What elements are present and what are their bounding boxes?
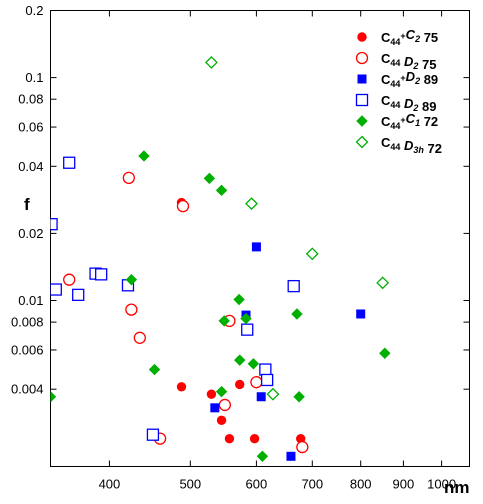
data-point: [206, 389, 217, 399]
y-tick-label: 0.2: [25, 3, 43, 18]
data-point: [133, 331, 146, 344]
data-point: [72, 288, 85, 302]
data-point: [287, 279, 300, 293]
legend-label: C44 D2 75: [381, 51, 437, 72]
series-1: [63, 171, 309, 454]
data-point: [305, 247, 319, 261]
y-tick-label: 0.004: [11, 382, 44, 397]
y-tick-label: 0.1: [25, 70, 43, 85]
legend-marker: [355, 93, 369, 107]
data-point: [218, 315, 230, 327]
data-point: [148, 363, 161, 376]
data-point: [376, 276, 390, 290]
x-tick-label: 500: [179, 477, 201, 492]
plot-area: [50, 10, 470, 467]
data-point: [240, 312, 252, 325]
y-axis-label: f: [24, 195, 30, 214]
data-point: [291, 308, 303, 320]
data-point: [233, 293, 245, 306]
data-point: [296, 440, 309, 454]
series-5: [205, 55, 390, 401]
data-point: [215, 385, 228, 398]
data-point: [241, 323, 254, 336]
data-point: [203, 172, 216, 185]
y-tick-label: 0.006: [11, 342, 44, 357]
y-tick-label: 0.04: [18, 159, 43, 174]
data-point: [235, 379, 245, 390]
y-axis-ticks: 0.2 0.1 0.08 0.06 0.04 0.02 0.01 0.008 0.006 0.00…: [11, 3, 470, 397]
legend-label: C44 D3h 72: [381, 135, 442, 156]
data-point: [259, 363, 272, 376]
data-point: [260, 373, 274, 387]
data-point: [250, 376, 263, 389]
data-point: [247, 358, 260, 370]
data-point: [50, 391, 57, 403]
legend-marker: [355, 51, 369, 65]
data-points: [50, 55, 391, 463]
data-point: [293, 391, 305, 403]
y-tick-label: 0.06: [18, 120, 43, 135]
data-point: [210, 403, 220, 413]
data-point: [249, 433, 260, 444]
data-point: [125, 273, 138, 286]
data-point: [215, 184, 228, 197]
data-point: [286, 451, 296, 461]
legend-marker: [357, 74, 367, 84]
legend-marker: [356, 115, 368, 127]
data-point: [251, 242, 261, 252]
data-point: [256, 392, 266, 402]
x-tick-label: 900: [393, 477, 415, 492]
data-point: [146, 428, 160, 441]
y-tick-label: 0.01: [18, 293, 43, 308]
data-point: [245, 197, 258, 211]
x-tick-label: 400: [99, 477, 121, 492]
data-point: [266, 387, 280, 401]
legend-label: C44+C1 72: [381, 111, 438, 131]
data-point: [379, 347, 391, 359]
data-point: [224, 433, 235, 444]
y-tick-label: 0.02: [18, 226, 43, 241]
data-point: [50, 283, 62, 296]
legend-marker: [357, 32, 367, 42]
data-point: [176, 382, 187, 392]
x-tick-label: 800: [350, 477, 372, 492]
data-point: [218, 398, 232, 412]
x-tick-label: 1000: [427, 477, 456, 492]
data-point: [63, 273, 76, 286]
x-axis-ticks: 400 500 600 700 800 900 1000: [99, 10, 456, 492]
data-point: [95, 268, 108, 281]
data-point: [125, 303, 138, 316]
x-axis-label: nm: [444, 478, 470, 497]
series-3: [50, 156, 300, 441]
legend-label: C44 D2 89: [381, 93, 437, 114]
y-tick-label: 0.08: [18, 92, 43, 107]
data-point: [122, 171, 135, 185]
data-point: [356, 309, 366, 319]
data-point: [256, 450, 269, 463]
series-4: [50, 150, 391, 463]
data-point: [234, 354, 246, 366]
x-tick-label: 600: [246, 477, 268, 492]
legend-marker: [355, 135, 369, 149]
legend-label: C44+D2 89: [381, 69, 438, 89]
legend-label: C44+C2 75: [381, 27, 438, 47]
data-point: [50, 218, 58, 231]
data-point: [176, 200, 190, 213]
data-point: [138, 150, 150, 162]
data-point: [205, 55, 218, 69]
x-tick-label: 700: [301, 477, 323, 492]
y-tick-label: 0.008: [11, 315, 44, 330]
data-point: [216, 415, 227, 426]
data-point: [63, 156, 76, 169]
